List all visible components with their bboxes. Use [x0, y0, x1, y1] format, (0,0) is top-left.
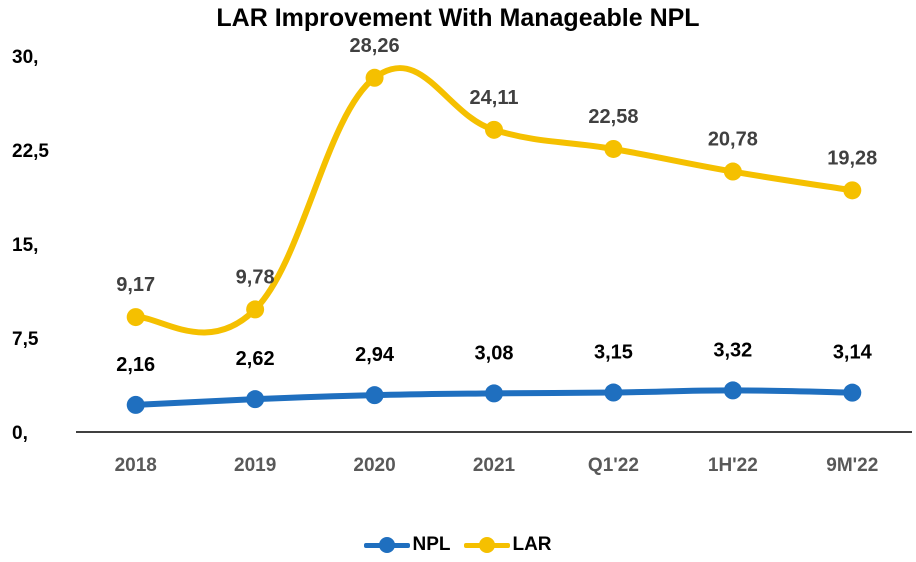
- data-point-npl: [843, 383, 862, 402]
- data-point-npl: [126, 395, 145, 414]
- legend-swatch-npl: [364, 537, 411, 553]
- data-label-npl: 2,16: [116, 354, 155, 376]
- x-tick-label: 2020: [353, 455, 395, 476]
- x-tick-label: 2018: [115, 455, 157, 476]
- legend-item-lar: LAR: [464, 534, 552, 556]
- legend-label-lar: LAR: [512, 534, 552, 555]
- y-tick-label: 15,: [12, 235, 38, 256]
- data-label-lar: 22,58: [588, 106, 638, 128]
- data-label-npl: 3,14: [833, 342, 873, 364]
- data-point-npl: [723, 381, 742, 400]
- legend-item-npl: NPL: [364, 534, 450, 556]
- data-label-lar: 24,11: [470, 87, 519, 109]
- data-label-lar: 19,28: [827, 147, 877, 169]
- data-label-npl: 3,15: [594, 342, 633, 364]
- data-point-npl: [604, 383, 623, 402]
- y-tick-label: 0,: [12, 423, 28, 444]
- data-point-npl: [365, 386, 384, 405]
- legend: NPL LAR: [0, 534, 916, 556]
- x-tick-label: 2019: [234, 455, 276, 476]
- data-label-lar: 20,78: [708, 129, 758, 151]
- data-label-npl: 3,08: [475, 342, 514, 364]
- y-tick-label: 30,: [12, 47, 38, 68]
- x-tick-label: 9M'22: [826, 455, 878, 476]
- data-point-lar: [485, 120, 503, 139]
- chart-title: LAR Improvement With Manageable NPL: [216, 4, 700, 32]
- x-tick-label: Q1'22: [588, 455, 639, 476]
- data-point-npl: [246, 390, 265, 409]
- data-label-lar: 9,78: [236, 266, 275, 288]
- data-label-npl: 2,94: [355, 344, 395, 366]
- legend-swatch-lar: [464, 537, 511, 553]
- data-point-npl: [485, 384, 503, 403]
- data-label-npl: 2,62: [236, 348, 275, 370]
- data-point-lar: [126, 308, 145, 327]
- data-point-lar: [365, 68, 384, 87]
- data-point-lar: [604, 139, 623, 158]
- data-point-lar: [843, 181, 862, 200]
- x-tick-label: 2021: [473, 455, 516, 476]
- y-tick-label: 22,5: [12, 141, 49, 162]
- data-label-npl: 3,32: [713, 339, 752, 361]
- data-point-lar: [723, 162, 742, 181]
- data-point-lar: [246, 300, 265, 319]
- y-tick-label: 7,5: [12, 329, 39, 350]
- x-tick-label: 1H'22: [708, 455, 758, 476]
- legend-label-npl: NPL: [412, 534, 451, 555]
- data-label-lar: 9,17: [116, 274, 155, 296]
- data-label-lar: 28,26: [350, 35, 400, 57]
